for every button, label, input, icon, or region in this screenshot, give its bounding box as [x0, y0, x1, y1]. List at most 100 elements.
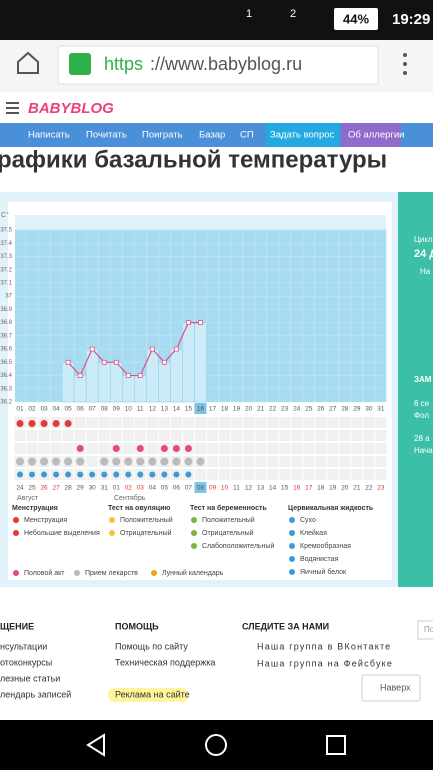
- day-label: 07: [89, 406, 97, 413]
- row-cell: [146, 443, 158, 454]
- nav-item[interactable]: Написать: [28, 130, 70, 141]
- fluid: [185, 471, 192, 478]
- nav-item[interactable]: Задать вопрос: [270, 130, 335, 141]
- date-label: 06: [173, 485, 181, 492]
- day-label: 04: [52, 406, 60, 413]
- row-cell: [146, 430, 158, 441]
- row-cell: [291, 469, 303, 480]
- footer-link[interactable]: нсультации: [0, 641, 47, 651]
- row-cell: [98, 417, 110, 428]
- date-label: 12: [245, 485, 253, 492]
- row-cell: [219, 456, 231, 467]
- url-field[interactable]: [57, 45, 379, 85]
- footer-link[interactable]: Реклама на сайте: [115, 689, 190, 699]
- url-host[interactable]: ://www.babyblog.ru: [150, 54, 302, 74]
- nav-buttons: [0, 720, 433, 770]
- home-icon[interactable]: [17, 51, 39, 74]
- menstruation: [52, 420, 60, 427]
- day-label: 08: [101, 406, 109, 413]
- footer-link[interactable]: Наша группа на Фейсбуке: [257, 658, 393, 668]
- row-cell: [351, 417, 363, 428]
- intercourse: [184, 445, 192, 452]
- footer-link[interactable]: Наша группа в ВКонтакте: [257, 641, 391, 651]
- day-label: 23: [281, 406, 289, 413]
- nav-item[interactable]: СП: [240, 130, 254, 141]
- row-cell: [255, 443, 267, 454]
- legend-item: Сухо: [300, 517, 316, 524]
- side-panel: [398, 192, 433, 587]
- nav-item[interactable]: Поиграть: [142, 130, 183, 141]
- plot-head: [15, 215, 386, 230]
- row-cell: [26, 430, 38, 441]
- row-cell: [62, 443, 74, 454]
- pill: [112, 457, 121, 466]
- row-cell: [291, 443, 303, 454]
- legend-item: Слабоположительный: [202, 542, 274, 550]
- day-label: 28: [341, 406, 349, 413]
- row-cell: [255, 469, 267, 480]
- row-cell: [158, 430, 170, 441]
- row-cell: [194, 469, 206, 480]
- back-button[interactable]: [86, 733, 105, 757]
- hamburger[interactable]: [6, 102, 19, 114]
- legend-item: Положительный: [120, 516, 173, 524]
- row-cell: [38, 443, 50, 454]
- bar: [134, 375, 147, 403]
- menu-dot[interactable]: [403, 53, 407, 57]
- top-button[interactable]: [361, 674, 421, 702]
- y-tick-label: 36.3: [0, 386, 12, 392]
- legend-title: Менструация: [12, 505, 58, 512]
- date-box: [194, 482, 207, 493]
- url-scheme[interactable]: https: [104, 54, 143, 74]
- fluid: [137, 471, 144, 478]
- date-label: 08: [197, 485, 205, 492]
- footer-link[interactable]: Техническая поддержка: [115, 657, 215, 667]
- side-text: На: [420, 267, 431, 276]
- row-cell: [146, 417, 158, 428]
- footer-title: ЩЕНИЕ: [0, 621, 34, 631]
- top-button-label[interactable]: Наверх: [380, 682, 411, 692]
- legend-item: Небольшие выделения: [24, 529, 100, 537]
- nav-item[interactable]: Базар: [199, 130, 225, 141]
- recent-button[interactable]: [326, 735, 346, 755]
- nav-item[interactable]: Почитать: [86, 130, 127, 141]
- row-cell: [50, 443, 62, 454]
- fluid: [161, 471, 168, 478]
- row-cell: [231, 456, 243, 467]
- point: [198, 320, 203, 326]
- row-cell: [375, 430, 387, 441]
- pill: [124, 457, 133, 466]
- date-label: 21: [353, 485, 361, 492]
- row-cell: [363, 443, 375, 454]
- row-cell: [219, 469, 231, 480]
- date-label: 05: [161, 485, 169, 492]
- sim-label: 2: [290, 8, 296, 20]
- footer-link[interactable]: отоконкурсы: [0, 657, 52, 667]
- point: [77, 373, 83, 378]
- legend-item: Половой акт: [24, 569, 65, 577]
- footer-link[interactable]: Помощь по сайту: [115, 641, 188, 651]
- menu-dot[interactable]: [403, 71, 407, 75]
- row-cell: [327, 430, 339, 441]
- row-cell: [194, 430, 206, 441]
- row-cell: [243, 430, 255, 441]
- row-cell: [98, 443, 110, 454]
- row-cell: [279, 417, 291, 428]
- nav-highlight: [266, 123, 340, 147]
- nav-item[interactable]: Об аллергии: [348, 130, 405, 141]
- home-button[interactable]: [205, 734, 227, 756]
- legend-icon: [289, 569, 295, 575]
- day-label: 21: [257, 406, 265, 413]
- row-cell: [86, 417, 98, 428]
- side-text: ЗАМ: [414, 375, 432, 384]
- legend-icon: [151, 570, 157, 576]
- legend-item: Клейкая: [300, 529, 327, 537]
- footer-link[interactable]: лезные статьи: [0, 673, 60, 683]
- fluid: [89, 471, 96, 478]
- footer-link[interactable]: лендарь записей: [0, 689, 71, 699]
- row-cell: [291, 417, 303, 428]
- menu-dot[interactable]: [403, 62, 407, 66]
- search-box[interactable]: [417, 620, 433, 640]
- date-label: 25: [28, 485, 36, 492]
- row-cell: [62, 430, 74, 441]
